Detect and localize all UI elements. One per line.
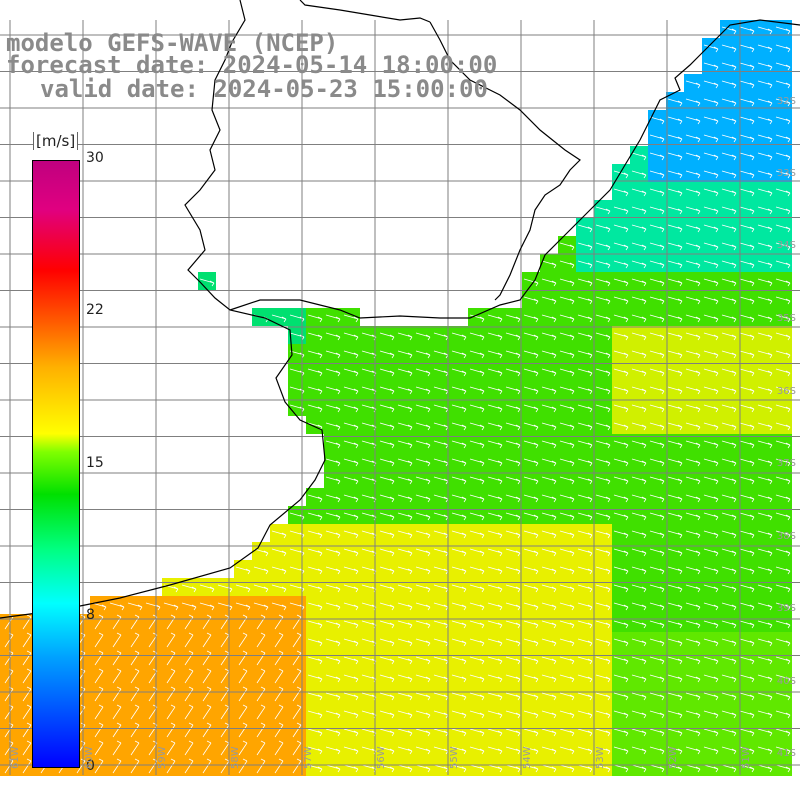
colorbar-tick-15: 15: [86, 455, 104, 471]
lat-label-33s: 33S: [776, 168, 796, 179]
colorbar-tick-8: 8: [86, 607, 95, 623]
lat-label-37s: 37S: [776, 458, 796, 469]
lon-label-51w: 51W: [741, 746, 752, 769]
lat-label-36s: 36S: [776, 386, 796, 397]
lon-label-59w: 59W: [157, 746, 168, 769]
wind-speed-field: [0, 20, 792, 776]
coastline: [0, 0, 800, 619]
colorbar-tick-22: 22: [86, 302, 104, 318]
lat-label-38s: 38S: [776, 531, 796, 542]
title-model: modelo GEFS-WAVE (NCEP): [6, 29, 339, 57]
colorbar-unit: [m/s]: [33, 132, 79, 150]
lon-label-58w: 58W: [230, 746, 241, 769]
title-forecast-date: forecast date: 2024-05-14 18:00:00: [6, 51, 498, 79]
colorbar-tick-0: 0: [86, 758, 95, 774]
lon-label-53w: 53W: [595, 746, 606, 769]
lat-label-39s: 39S: [776, 603, 796, 614]
colorbar-tick-30: 30: [86, 150, 104, 166]
wind-arrows: [4, 26, 791, 774]
lon-label-61w: 61W: [10, 746, 21, 769]
colorbar: [32, 160, 80, 768]
lat-label-34s: 34S: [776, 240, 796, 251]
lon-label-55w: 55W: [449, 746, 460, 769]
title-valid-date: valid date: 2024-05-23 15:00:00: [40, 75, 488, 103]
lat-label-40s: 40S: [776, 676, 796, 687]
lat-lon-grid: [0, 20, 800, 775]
lon-label-57w: 57W: [303, 746, 314, 769]
lon-label-54w: 54W: [522, 746, 533, 769]
lat-label-41s: 41S: [776, 748, 796, 759]
lat-label-35s: 35S: [776, 313, 796, 324]
lon-label-60w: 60W: [84, 746, 95, 769]
lat-label-32s: 32S: [776, 96, 796, 107]
lon-label-52w: 52W: [668, 746, 679, 769]
lon-label-56w: 56W: [376, 746, 387, 769]
